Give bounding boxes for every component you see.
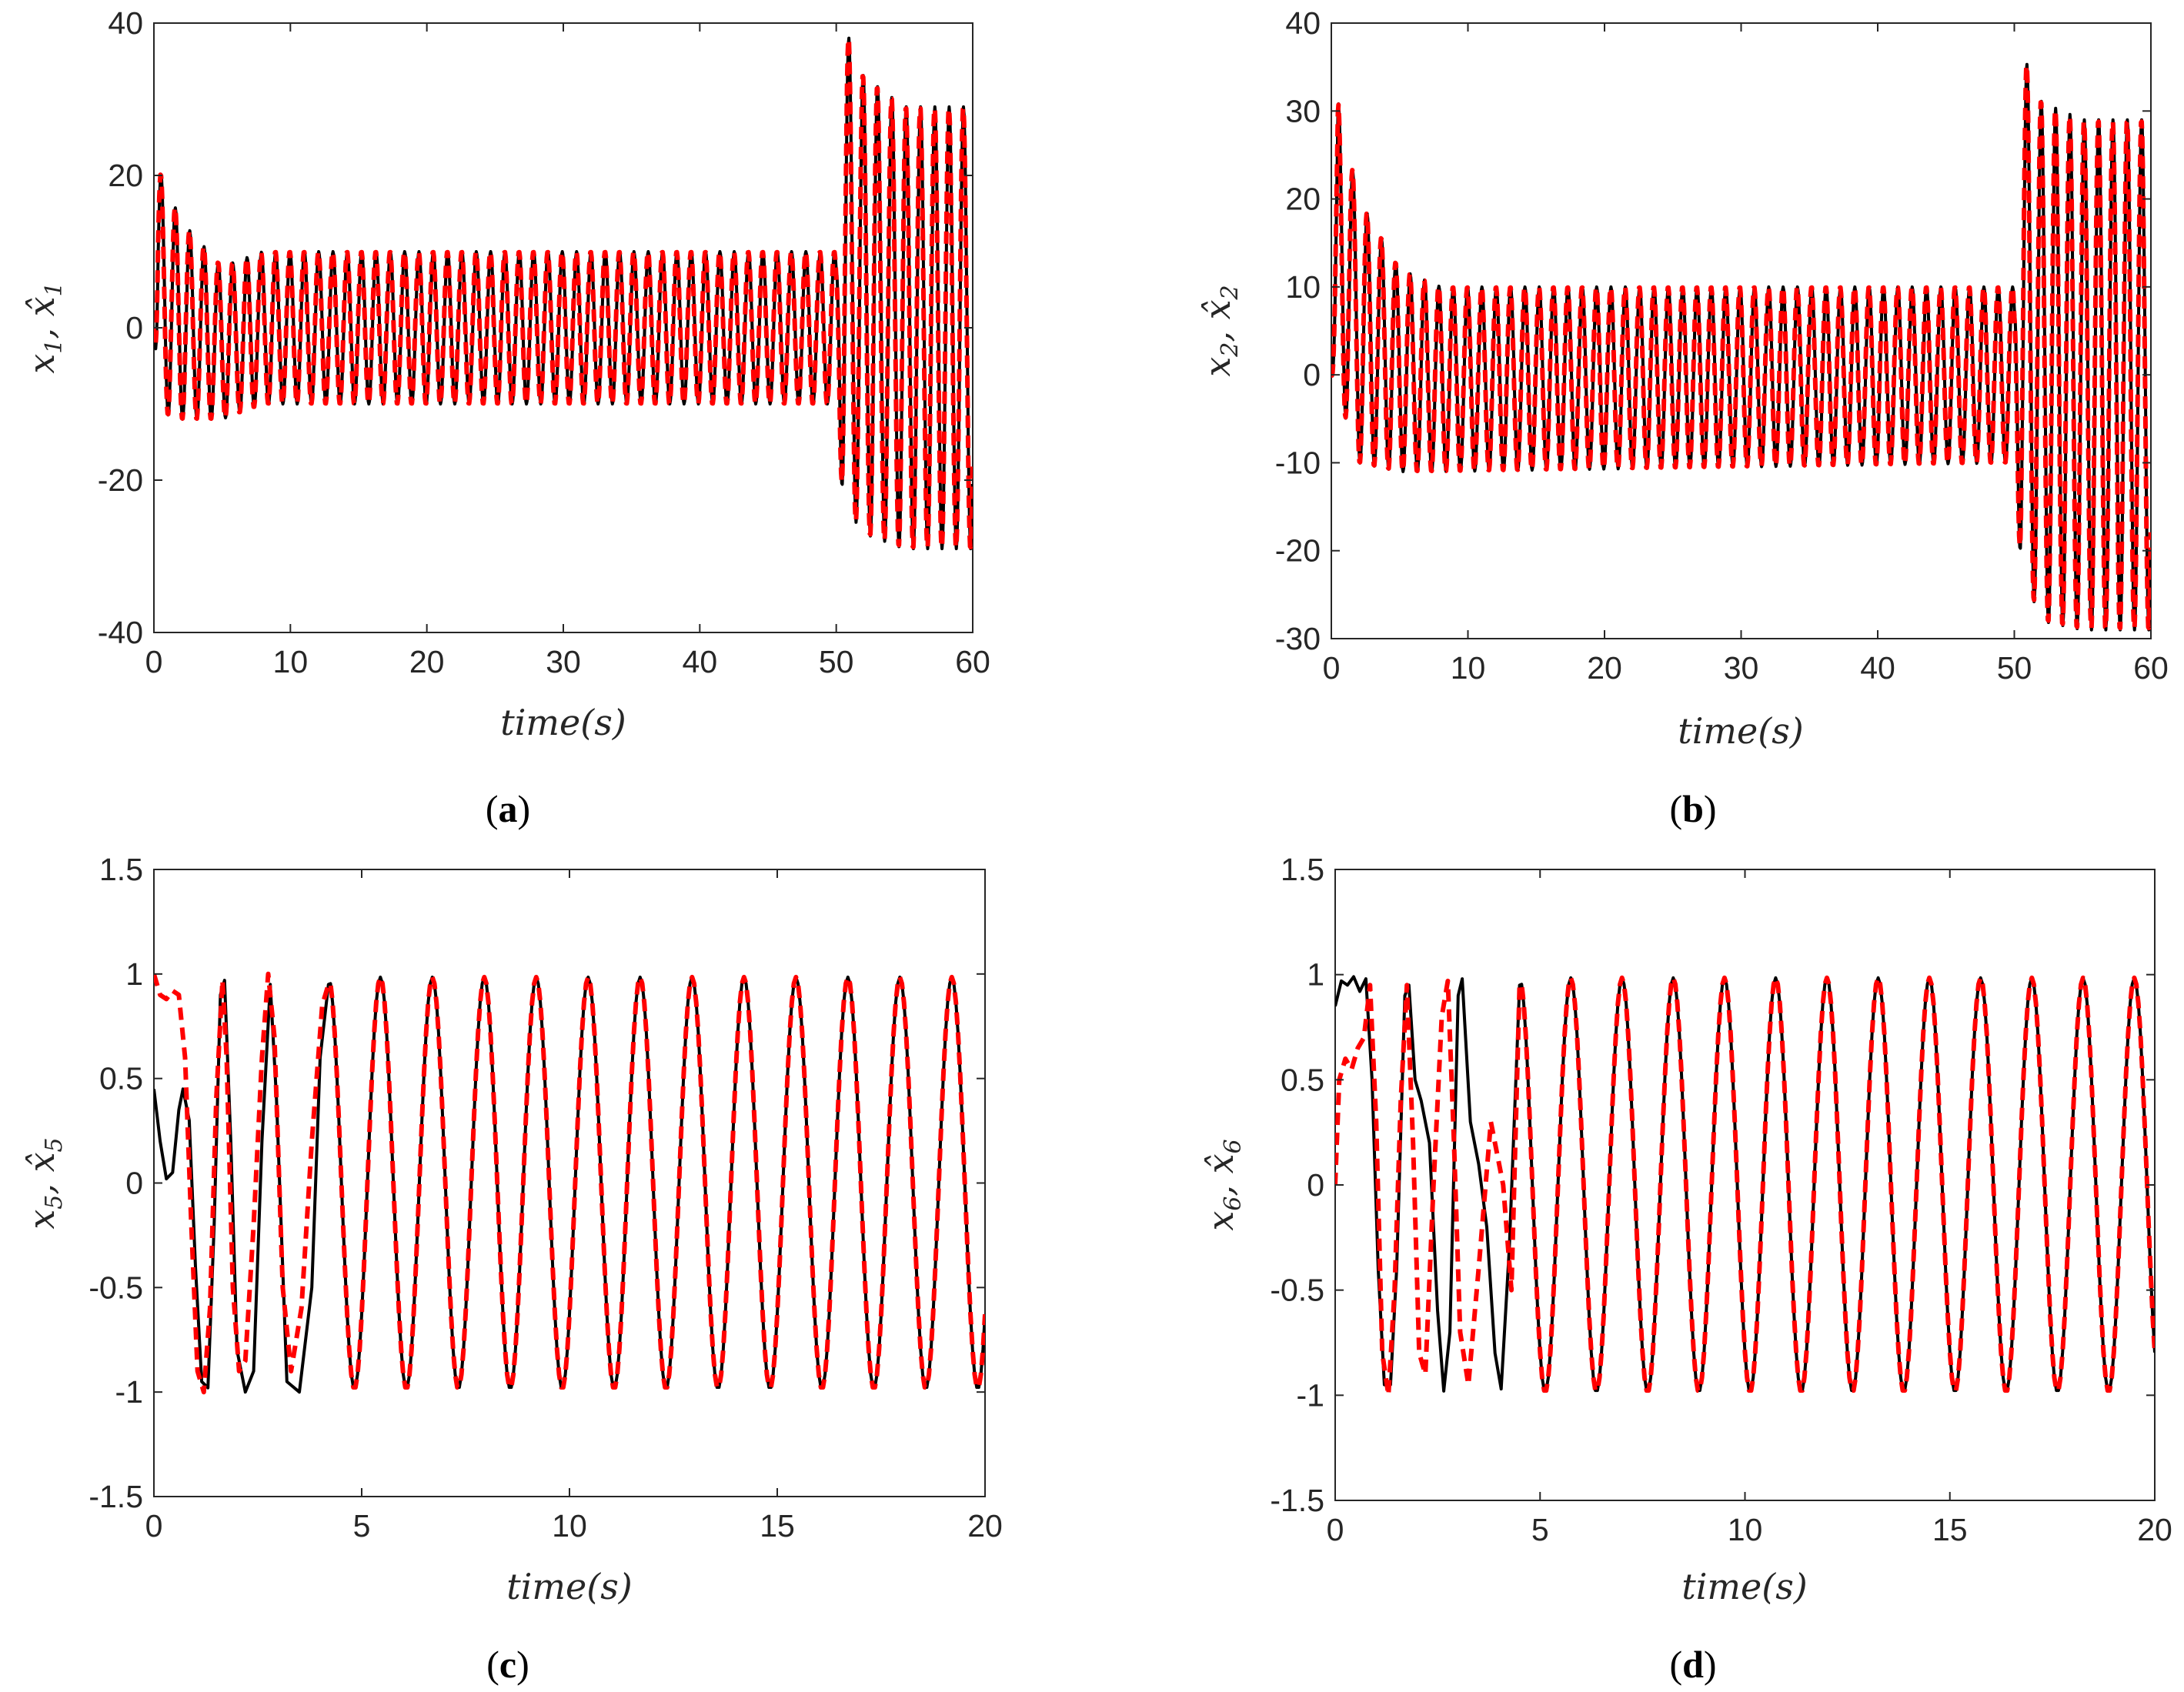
y-tick-label-b: 40 xyxy=(1285,5,1321,41)
x-tick-label-c: 5 xyxy=(353,1508,371,1543)
x-tick-label-c: 0 xyxy=(145,1508,163,1543)
caption-d: (d) xyxy=(1669,1643,1716,1686)
y-axis-label-a: x1, x̂1 xyxy=(21,282,68,373)
y-axis-label-d: x6, x̂6 xyxy=(1200,1139,1247,1230)
series-group-c xyxy=(154,971,985,1395)
plot-area-c xyxy=(153,869,986,1497)
x-ticks-b: 0 10 20 30 40 50 60 xyxy=(1323,23,2169,686)
x-ticks-c: 0 5 10 15 20 xyxy=(145,869,1003,1543)
caption-c: (c) xyxy=(486,1643,529,1686)
panel-d: 0 5 10 15 20 -1.5 -1 -0.5 0 0.5 1 1.5 time(s) x6, … xyxy=(1200,852,2172,1686)
y-tick-label-d: -1 xyxy=(1297,1377,1324,1413)
x-tick-label-a: 40 xyxy=(683,644,718,679)
series-x5_hat xyxy=(154,971,985,1395)
x-ticks-a: 0 10 20 30 40 50 60 xyxy=(145,23,990,679)
caption-a: (a) xyxy=(486,787,530,830)
x-tick-label-a: 10 xyxy=(273,644,309,679)
y-tick-label-d: 0 xyxy=(1307,1167,1324,1203)
panel-b: 0 10 20 30 40 50 60 -30 -20 -10 0 10 20 30 40 time(s)… xyxy=(1197,5,2169,830)
panel-c: 0 5 10 15 20 -1.5 -1 -0.5 0 0.5 1 1.5 time(s) x5, … xyxy=(21,852,1003,1686)
y-axis-label-c: x5, x̂5 xyxy=(21,1137,68,1229)
x-ticks-d: 0 5 10 15 20 xyxy=(1327,869,2172,1547)
x-tick-label-c: 20 xyxy=(967,1508,1003,1543)
x-tick-label-a: 30 xyxy=(546,644,581,679)
y-tick-label-a: 40 xyxy=(108,5,143,41)
plot-area-d xyxy=(1334,869,2156,1501)
y-tick-label-b: 30 xyxy=(1285,93,1321,128)
series-group-b xyxy=(1331,62,2151,632)
x-tick-label-a: 50 xyxy=(819,644,854,679)
x-axis-label-d: time(s) xyxy=(1681,1566,1808,1607)
y-ticks-d: -1.5 -1 -0.5 0 0.5 1 1.5 xyxy=(1270,852,2155,1518)
x-tick-label-b: 30 xyxy=(1724,650,1759,686)
x-tick-label-b: 40 xyxy=(1860,650,1895,686)
series-layer-a xyxy=(154,36,973,551)
x-axis-label-c: time(s) xyxy=(506,1566,633,1607)
y-tick-label-c: 1 xyxy=(125,956,143,992)
y-axis-label-b: x2, x̂2 xyxy=(1197,285,1244,376)
y-tick-label-d: 0.5 xyxy=(1281,1062,1324,1097)
y-tick-label-a: 0 xyxy=(125,310,143,345)
y-tick-label-c: 1.5 xyxy=(99,852,143,887)
series-layer-b xyxy=(1331,62,2151,632)
x-tick-label-d: 0 xyxy=(1327,1512,1344,1547)
x-tick-label-b: 10 xyxy=(1451,650,1486,686)
y-tick-label-c: -0.5 xyxy=(88,1270,143,1305)
x-tick-label-c: 10 xyxy=(552,1508,587,1543)
y-tick-label-c: 0.5 xyxy=(99,1061,143,1096)
x-tick-label-d: 15 xyxy=(1932,1512,1968,1547)
y-ticks-a: -40 -20 0 20 40 xyxy=(98,5,973,650)
x-tick-label-a: 0 xyxy=(145,644,163,679)
x-tick-label-d: 10 xyxy=(1728,1512,1763,1547)
y-tick-label-d: -1.5 xyxy=(1270,1483,1324,1518)
series-layer-d xyxy=(1335,975,2155,1398)
series-x1_hat xyxy=(154,36,973,549)
series-x2_hat xyxy=(1331,63,2151,631)
y-tick-label-c: 0 xyxy=(125,1166,143,1201)
y-tick-label-a: -40 xyxy=(98,615,143,650)
x-tick-label-b: 20 xyxy=(1587,650,1622,686)
y-tick-label-b: 0 xyxy=(1303,357,1321,392)
x-axis-label-a: time(s) xyxy=(500,702,626,743)
y-ticks-b: -30 -20 -10 0 10 20 30 40 xyxy=(1275,5,2151,656)
y-tick-label-a: -20 xyxy=(98,462,143,498)
y-tick-label-c: -1.5 xyxy=(88,1479,143,1514)
y-tick-label-b: -30 xyxy=(1275,621,1321,656)
panel-a: 0 10 20 30 40 50 60 -40 -20 0 20 40 time(s) x1, x̂… xyxy=(21,5,990,830)
series-layer-c xyxy=(154,971,985,1395)
x-tick-label-d: 5 xyxy=(1531,1512,1549,1547)
x-tick-label-a: 20 xyxy=(409,644,445,679)
y-tick-label-d: -0.5 xyxy=(1270,1273,1324,1308)
y-tick-label-a: 20 xyxy=(108,158,143,193)
y-tick-label-d: 1 xyxy=(1307,957,1324,993)
y-tick-label-b: 20 xyxy=(1285,182,1321,217)
x-tick-label-a: 60 xyxy=(955,644,990,679)
x-tick-label-b: 50 xyxy=(1997,650,2032,686)
y-tick-label-c: -1 xyxy=(115,1374,143,1410)
series-x6_hat xyxy=(1335,975,2155,1398)
x-tick-label-d: 20 xyxy=(2137,1512,2172,1547)
y-tick-label-b: -20 xyxy=(1275,533,1321,569)
x-axis-label-b: time(s) xyxy=(1678,710,1804,752)
y-ticks-c: -1.5 -1 -0.5 0 0.5 1 1.5 xyxy=(88,852,985,1514)
series-group-d xyxy=(1335,975,2155,1398)
y-tick-label-d: 1.5 xyxy=(1281,852,1324,887)
series-group-a xyxy=(154,36,973,551)
x-tick-label-c: 15 xyxy=(760,1508,795,1543)
y-tick-label-b: -10 xyxy=(1275,445,1321,480)
y-tick-label-b: 10 xyxy=(1285,269,1321,305)
x-tick-label-b: 60 xyxy=(2133,650,2169,686)
caption-b: (b) xyxy=(1669,787,1716,830)
x-tick-label-b: 0 xyxy=(1323,650,1341,686)
